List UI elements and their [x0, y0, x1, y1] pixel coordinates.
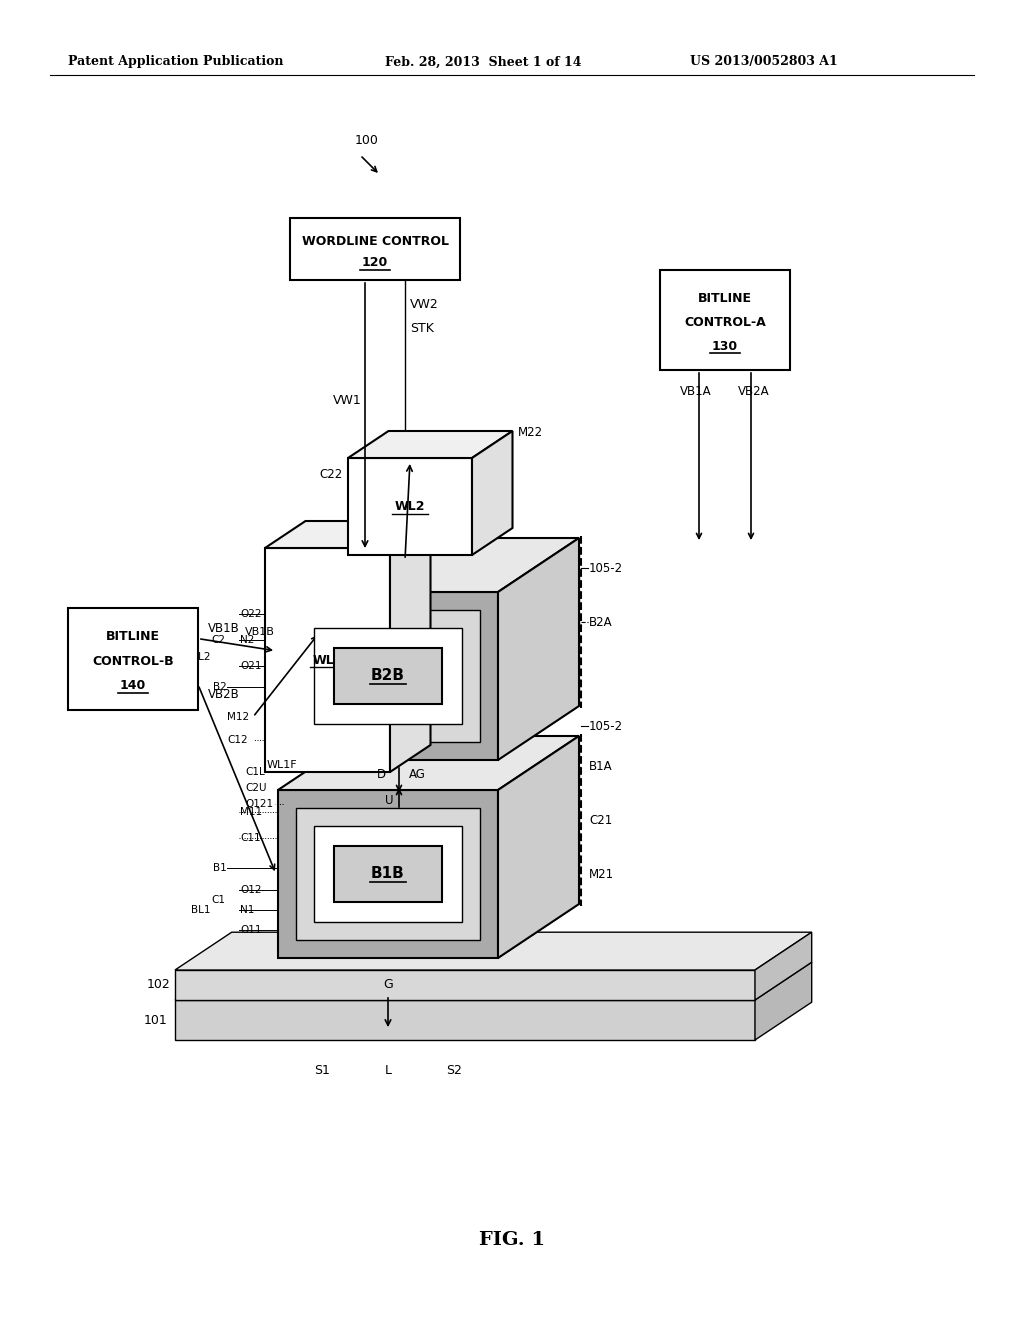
Bar — [660, 271, 790, 370]
Polygon shape — [755, 962, 812, 1040]
Polygon shape — [175, 932, 812, 970]
Text: D: D — [377, 768, 386, 781]
Text: FIG. 1: FIG. 1 — [479, 1232, 545, 1249]
Text: U: U — [385, 793, 393, 807]
Text: O12: O12 — [240, 884, 261, 895]
Polygon shape — [175, 962, 812, 1001]
Bar — [334, 648, 442, 704]
Bar — [265, 548, 390, 772]
Polygon shape — [278, 539, 579, 591]
Text: N1: N1 — [240, 906, 254, 915]
Text: VW1: VW1 — [333, 395, 361, 407]
Text: B2B: B2B — [371, 668, 406, 684]
Text: WL1F: WL1F — [267, 760, 298, 770]
Bar — [296, 808, 480, 940]
Bar — [290, 218, 460, 280]
Polygon shape — [498, 737, 579, 958]
Text: L: L — [384, 1064, 391, 1077]
Text: C1L: C1L — [245, 767, 265, 777]
Text: BITLINE: BITLINE — [106, 630, 160, 643]
Text: C11: C11 — [240, 833, 261, 843]
Polygon shape — [755, 932, 812, 1001]
Text: VB1A: VB1A — [680, 385, 712, 399]
Bar — [278, 789, 498, 958]
Text: VW2: VW2 — [410, 298, 438, 312]
Bar — [314, 628, 462, 723]
Text: BL2: BL2 — [190, 652, 210, 663]
Text: 101: 101 — [143, 1014, 167, 1027]
Text: M21: M21 — [589, 867, 614, 880]
Text: 130: 130 — [712, 339, 738, 352]
Text: 100: 100 — [355, 133, 379, 147]
Text: VB1B: VB1B — [245, 627, 274, 636]
Bar — [359, 737, 579, 904]
Bar — [348, 458, 472, 554]
Polygon shape — [472, 432, 512, 554]
Bar — [403, 780, 535, 861]
Polygon shape — [348, 432, 512, 458]
Text: S2: S2 — [446, 1064, 462, 1077]
Text: WORDLINE CONTROL: WORDLINE CONTROL — [301, 235, 449, 248]
Text: Feb. 28, 2013  Sheet 1 of 14: Feb. 28, 2013 Sheet 1 of 14 — [385, 55, 582, 69]
Text: WL1: WL1 — [312, 653, 343, 667]
Bar — [381, 560, 557, 684]
Text: CONTROL-A: CONTROL-A — [684, 315, 766, 329]
Text: C12: C12 — [227, 735, 248, 744]
Bar — [68, 609, 198, 710]
Text: B2A: B2A — [589, 615, 612, 628]
Text: B1: B1 — [213, 863, 227, 873]
Text: BL1: BL1 — [190, 906, 210, 915]
Text: C21: C21 — [589, 813, 612, 826]
Text: O22: O22 — [240, 609, 261, 619]
Text: Patent Application Publication: Patent Application Publication — [68, 55, 284, 69]
Bar — [296, 610, 480, 742]
Text: O121: O121 — [245, 799, 273, 809]
Text: C2U: C2U — [245, 783, 266, 793]
Text: STK: STK — [410, 322, 434, 334]
Text: AG: AG — [409, 768, 425, 781]
Polygon shape — [390, 521, 430, 772]
Text: O11: O11 — [240, 925, 261, 935]
Text: B1A: B1A — [589, 759, 612, 772]
Text: VB2A: VB2A — [738, 385, 770, 399]
Text: O21: O21 — [240, 661, 261, 671]
Text: C2: C2 — [211, 635, 225, 645]
Bar — [175, 1001, 755, 1040]
Text: C22: C22 — [319, 469, 343, 480]
Bar — [175, 970, 755, 1001]
Text: M22: M22 — [517, 426, 543, 440]
Text: 120: 120 — [361, 256, 388, 269]
Bar — [403, 582, 535, 663]
Polygon shape — [265, 521, 430, 548]
Text: WL2: WL2 — [394, 500, 425, 513]
Text: B1B: B1B — [371, 866, 404, 882]
Text: VB2B: VB2B — [208, 688, 240, 701]
Polygon shape — [278, 737, 579, 789]
Text: G: G — [383, 978, 393, 991]
Bar — [334, 846, 442, 902]
Text: 105-2: 105-2 — [589, 719, 624, 733]
Text: N2: N2 — [240, 635, 254, 645]
Bar — [314, 826, 462, 921]
Text: S1: S1 — [314, 1064, 330, 1077]
Text: CONTROL-B: CONTROL-B — [92, 655, 174, 668]
Text: M12: M12 — [227, 711, 249, 722]
Text: 105-2: 105-2 — [589, 561, 624, 574]
Bar — [359, 539, 579, 706]
Bar — [278, 591, 498, 760]
Text: C1: C1 — [211, 895, 225, 906]
Text: VB1B: VB1B — [208, 622, 240, 635]
Text: B2: B2 — [213, 682, 227, 692]
Text: 140: 140 — [120, 678, 146, 692]
Text: BITLINE: BITLINE — [698, 292, 752, 305]
Text: US 2013/0052803 A1: US 2013/0052803 A1 — [690, 55, 838, 69]
Text: 102: 102 — [146, 978, 170, 991]
Bar — [381, 758, 557, 882]
Polygon shape — [498, 539, 579, 760]
Text: M11: M11 — [240, 807, 262, 817]
